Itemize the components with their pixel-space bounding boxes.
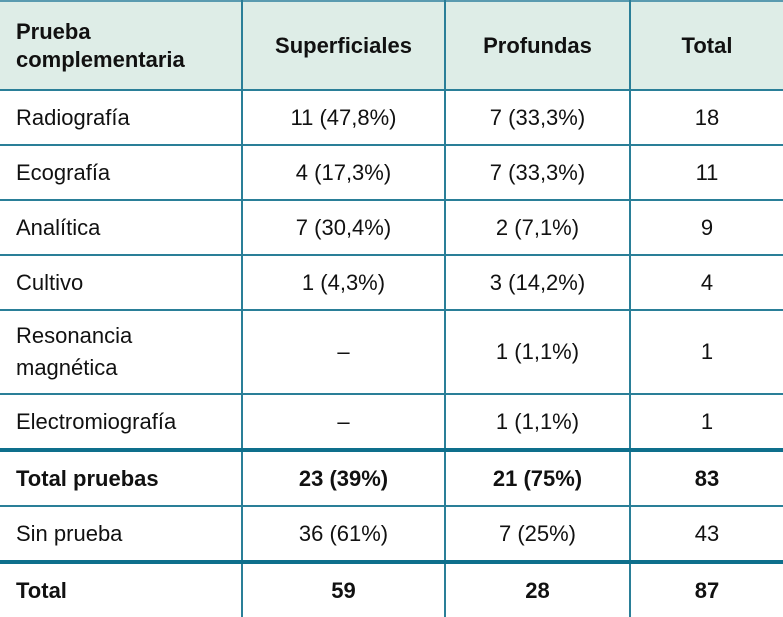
total-cell: 83 xyxy=(629,448,783,507)
table-row: Analítica 7 (30,4%) 2 (7,1%) 9 xyxy=(0,199,783,256)
row-label: Analítica xyxy=(0,199,243,256)
row-label: Total xyxy=(0,560,243,617)
total-cell: 1 xyxy=(629,393,783,451)
profundas-cell: 7 (33,3%) xyxy=(444,144,631,201)
row-label: Cultivo xyxy=(0,254,243,311)
total-cell: 1 xyxy=(629,309,783,395)
header-prueba: Prueba complementaria xyxy=(0,0,243,91)
table-row: Cultivo 1 (4,3%) 3 (14,2%) 4 xyxy=(0,254,783,311)
total-cell: 9 xyxy=(629,199,783,256)
row-label: Ecografía xyxy=(0,144,243,201)
table-row: Sin prueba 36 (61%) 7 (25%) 43 xyxy=(0,505,783,563)
superficiales-cell: 7 (30,4%) xyxy=(241,199,446,256)
total-cell: 87 xyxy=(629,560,783,617)
profundas-cell: 7 (25%) xyxy=(444,505,631,563)
profundas-cell: 1 (1,1%) xyxy=(444,393,631,451)
table-row: Total pruebas 23 (39%) 21 (75%) 83 xyxy=(0,448,783,507)
superficiales-cell: – xyxy=(241,309,446,395)
total-cell: 4 xyxy=(629,254,783,311)
row-label: Resonancia magnética xyxy=(0,309,243,395)
table-row: Resonancia magnética –1 (1,1%) 1 xyxy=(0,309,783,395)
row-label: Electromiografía xyxy=(0,393,243,451)
profundas-cell: 21 (75%) xyxy=(444,448,631,507)
superficiales-cell: 4 (17,3%) xyxy=(241,144,446,201)
table-row: Radiografía 11 (47,8%) 7 (33,3%) 18 xyxy=(0,89,783,146)
table-row: Electromiografía –1 (1,1%) 1 xyxy=(0,393,783,451)
superficiales-cell: 23 (39%) xyxy=(241,448,446,507)
table-row: Ecografía 4 (17,3%) 7 (33,3%) 11 xyxy=(0,144,783,201)
superficiales-cell: – xyxy=(241,393,446,451)
table-row: Total 59 28 87 xyxy=(0,560,783,617)
header-profundas: Profundas xyxy=(444,0,631,91)
profundas-cell: 28 xyxy=(444,560,631,617)
profundas-cell: 3 (14,2%) xyxy=(444,254,631,311)
total-cell: 18 xyxy=(629,89,783,146)
superficiales-cell: 59 xyxy=(241,560,446,617)
header-row: Prueba complementaria Superficiales Prof… xyxy=(0,0,783,91)
header-total: Total xyxy=(629,0,783,91)
row-label: Sin prueba xyxy=(0,505,243,563)
row-label: Total pruebas xyxy=(0,448,243,507)
total-cell: 43 xyxy=(629,505,783,563)
superficiales-cell: 1 (4,3%) xyxy=(241,254,446,311)
profundas-cell: 7 (33,3%) xyxy=(444,89,631,146)
superficiales-cell: 36 (61%) xyxy=(241,505,446,563)
row-label: Radiografía xyxy=(0,89,243,146)
total-cell: 11 xyxy=(629,144,783,201)
header-superficiales: Superficiales xyxy=(241,0,446,91)
profundas-cell: 2 (7,1%) xyxy=(444,199,631,256)
superficiales-cell: 11 (47,8%) xyxy=(241,89,446,146)
profundas-cell: 1 (1,1%) xyxy=(444,309,631,395)
